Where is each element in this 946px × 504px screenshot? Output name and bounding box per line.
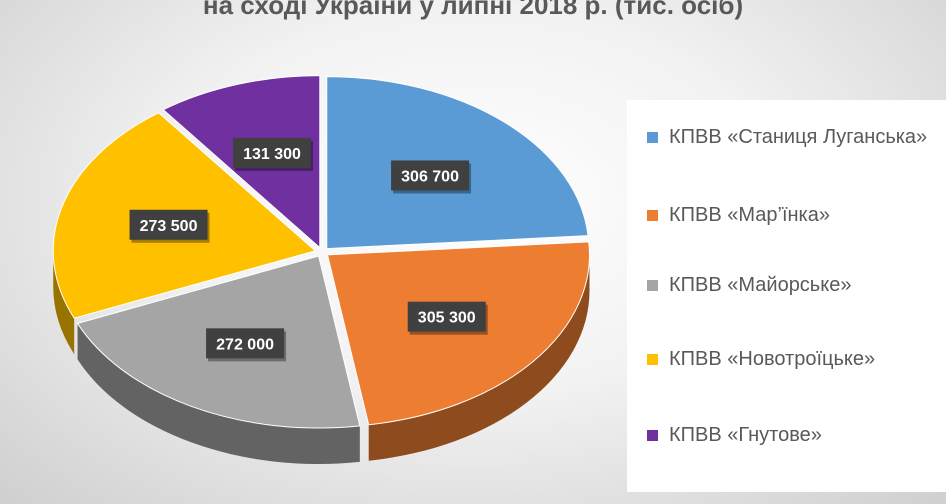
data-label-5: 131 300 (243, 146, 301, 163)
data-label-box-5 (232, 137, 311, 168)
data-label-3: 272 000 (216, 336, 274, 353)
pie-top-faces (52, 75, 590, 429)
pie-slice-2 (326, 241, 590, 426)
data-label-1: 306 700 (401, 168, 459, 185)
pie-slice-side-2 (368, 254, 590, 461)
legend-swatch-3 (647, 280, 658, 291)
chart-title: на сході України у липні 2018 р. (тис. о… (0, 0, 946, 22)
legend-label-1: КПВВ «Станиця Луганська» (669, 126, 928, 148)
pie-data-labels: 306 700 305 300 272 000 273 500 131 300 (129, 137, 488, 362)
pie-slice-side-4 (53, 250, 75, 355)
legend-swatch-2 (647, 210, 658, 221)
legend-swatch-4 (647, 354, 658, 365)
legend-swatch-5 (647, 430, 658, 441)
legend-label-5: КПВВ «Гнутове» (669, 424, 822, 446)
chart-legend: КПВВ «Станиця Луганська» КПВВ «Мар’їнка» К… (627, 100, 946, 492)
data-label-box-3 (206, 328, 285, 359)
data-label-4: 273 500 (140, 218, 198, 235)
legend-label-3: КПВВ «Майорське» (669, 274, 852, 296)
pie-side-walls (53, 250, 590, 465)
data-label-box-1 (391, 160, 470, 191)
data-label-2: 305 300 (418, 310, 476, 327)
legend-swatch-1 (647, 132, 658, 143)
legend-label-2: КПВВ «Мар’їнка» (669, 204, 830, 226)
data-label-box-2 (407, 301, 486, 332)
legend-label-4: КПВВ «Новотроїцьке» (669, 348, 876, 370)
data-label-box-4 (129, 209, 208, 240)
pie-slice-side-3 (77, 323, 360, 465)
chart-title-line-2: на сході України у липні 2018 р. (тис. о… (202, 0, 744, 20)
